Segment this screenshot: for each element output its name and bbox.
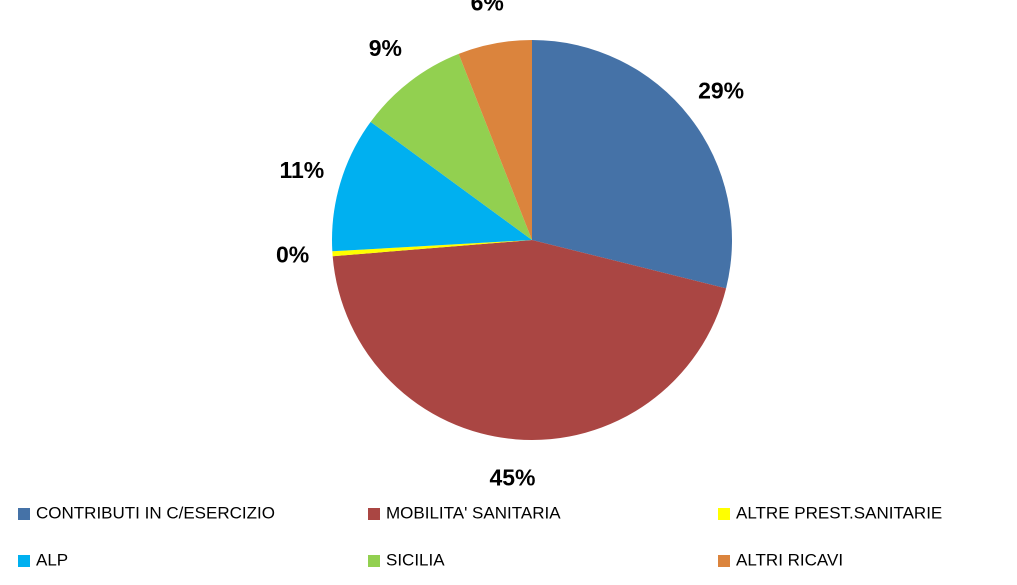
pie-slice [332, 240, 727, 440]
legend-swatch [718, 555, 730, 567]
legend-label: SICILIA [386, 550, 445, 569]
slice-label: 45% [489, 464, 535, 490]
legend-label: MOBILITA' SANITARIA [386, 503, 561, 522]
legend-swatch [18, 555, 30, 567]
legend-label: CONTRIBUTI IN C/ESERCIZIO [36, 503, 275, 522]
slice-label: 0% [276, 242, 309, 268]
legend-label: ALTRE PREST.SANITARIE [736, 503, 942, 522]
pie-slice [332, 121, 532, 252]
legend-label: ALP [36, 550, 68, 569]
slice-label: 9% [369, 35, 402, 61]
pie-slice [532, 40, 732, 289]
slice-label: 6% [471, 0, 504, 15]
legend-swatch [368, 555, 380, 567]
slice-label: 11% [279, 157, 324, 183]
pie-slice [370, 53, 532, 241]
slice-label: 29% [698, 77, 744, 103]
legend-swatch [18, 508, 30, 520]
legend-swatch [718, 508, 730, 520]
pie-slice [332, 240, 532, 257]
legend-label: ALTRI RICAVI [736, 550, 843, 569]
pie-slice [458, 40, 532, 240]
legend-swatch [368, 508, 380, 520]
